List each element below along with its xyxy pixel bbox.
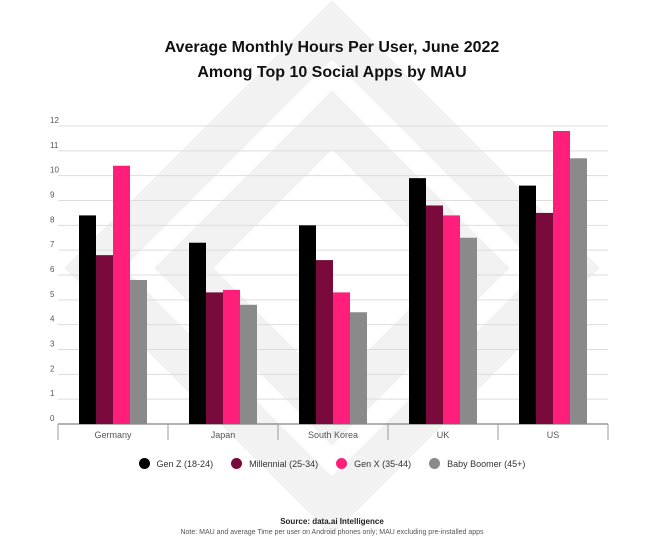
y-tick-label: 8 [50, 215, 55, 224]
legend-item-baby-boomer: Baby Boomer (45+) [429, 458, 525, 469]
y-tick-label: 2 [50, 364, 55, 373]
legend-swatch [138, 458, 150, 469]
bar [113, 165, 130, 424]
y-tick-label: 12 [50, 116, 59, 125]
note-text: Note: MAU and average Time per user on A… [180, 529, 484, 536]
y-tick-label: 5 [50, 290, 55, 299]
bar [79, 215, 96, 424]
x-tick-label: US [547, 430, 560, 440]
y-tick-label: 0 [50, 414, 55, 423]
y-tick-label: 6 [50, 265, 55, 274]
legend-item-gen-x: Gen X (35-44) [336, 458, 411, 469]
bar [96, 255, 113, 424]
legend-item-gen-z: Gen Z (18-24) [138, 458, 214, 469]
legend-label: Gen X (35-44) [354, 458, 412, 469]
legend-swatch [231, 458, 243, 469]
y-tick-label: 10 [50, 166, 59, 175]
bar [333, 292, 350, 424]
y-tick-label: 9 [50, 191, 55, 200]
x-tick-label: UK [437, 430, 450, 440]
y-tick-label: 3 [50, 340, 55, 349]
bar [460, 237, 477, 424]
legend-label: Millennial (25-34) [249, 458, 319, 469]
y-tick-label: 1 [50, 389, 55, 398]
legend-label: Baby Boomer (45+) [447, 458, 526, 469]
chart-legend: Gen Z (18-24) Millennial (25-34) Gen X (… [0, 458, 664, 469]
bar [426, 205, 443, 424]
bar [409, 178, 426, 424]
bar [519, 185, 536, 424]
bar [443, 215, 460, 424]
y-tick-label: 4 [50, 315, 55, 324]
legend-label: Gen Z (18-24) [156, 458, 214, 469]
legend-swatch [429, 458, 441, 469]
bar [536, 212, 553, 424]
x-tick-label: Japan [211, 430, 236, 440]
bar [189, 242, 206, 424]
chart-title: Average Monthly Hours Per User, June 202… [164, 39, 500, 56]
x-tick-label: South Korea [308, 430, 358, 440]
bar [130, 279, 147, 424]
bar [299, 225, 316, 424]
x-tick-label: Germany [94, 430, 132, 440]
legend-swatch [336, 458, 348, 469]
bar [350, 312, 367, 424]
chart-subtitle: Among Top 10 Social Apps by MAU [197, 64, 467, 81]
legend-item-millennial: Millennial (25-34) [231, 458, 318, 469]
bar [223, 289, 240, 424]
source-text: Source: data.ai Intelligence [280, 517, 384, 526]
bar [240, 304, 257, 424]
bar [553, 130, 570, 424]
y-tick-label: 11 [50, 141, 59, 150]
y-tick-label: 7 [50, 240, 55, 249]
bar [570, 158, 587, 425]
bar [206, 292, 223, 424]
bar [316, 260, 333, 424]
